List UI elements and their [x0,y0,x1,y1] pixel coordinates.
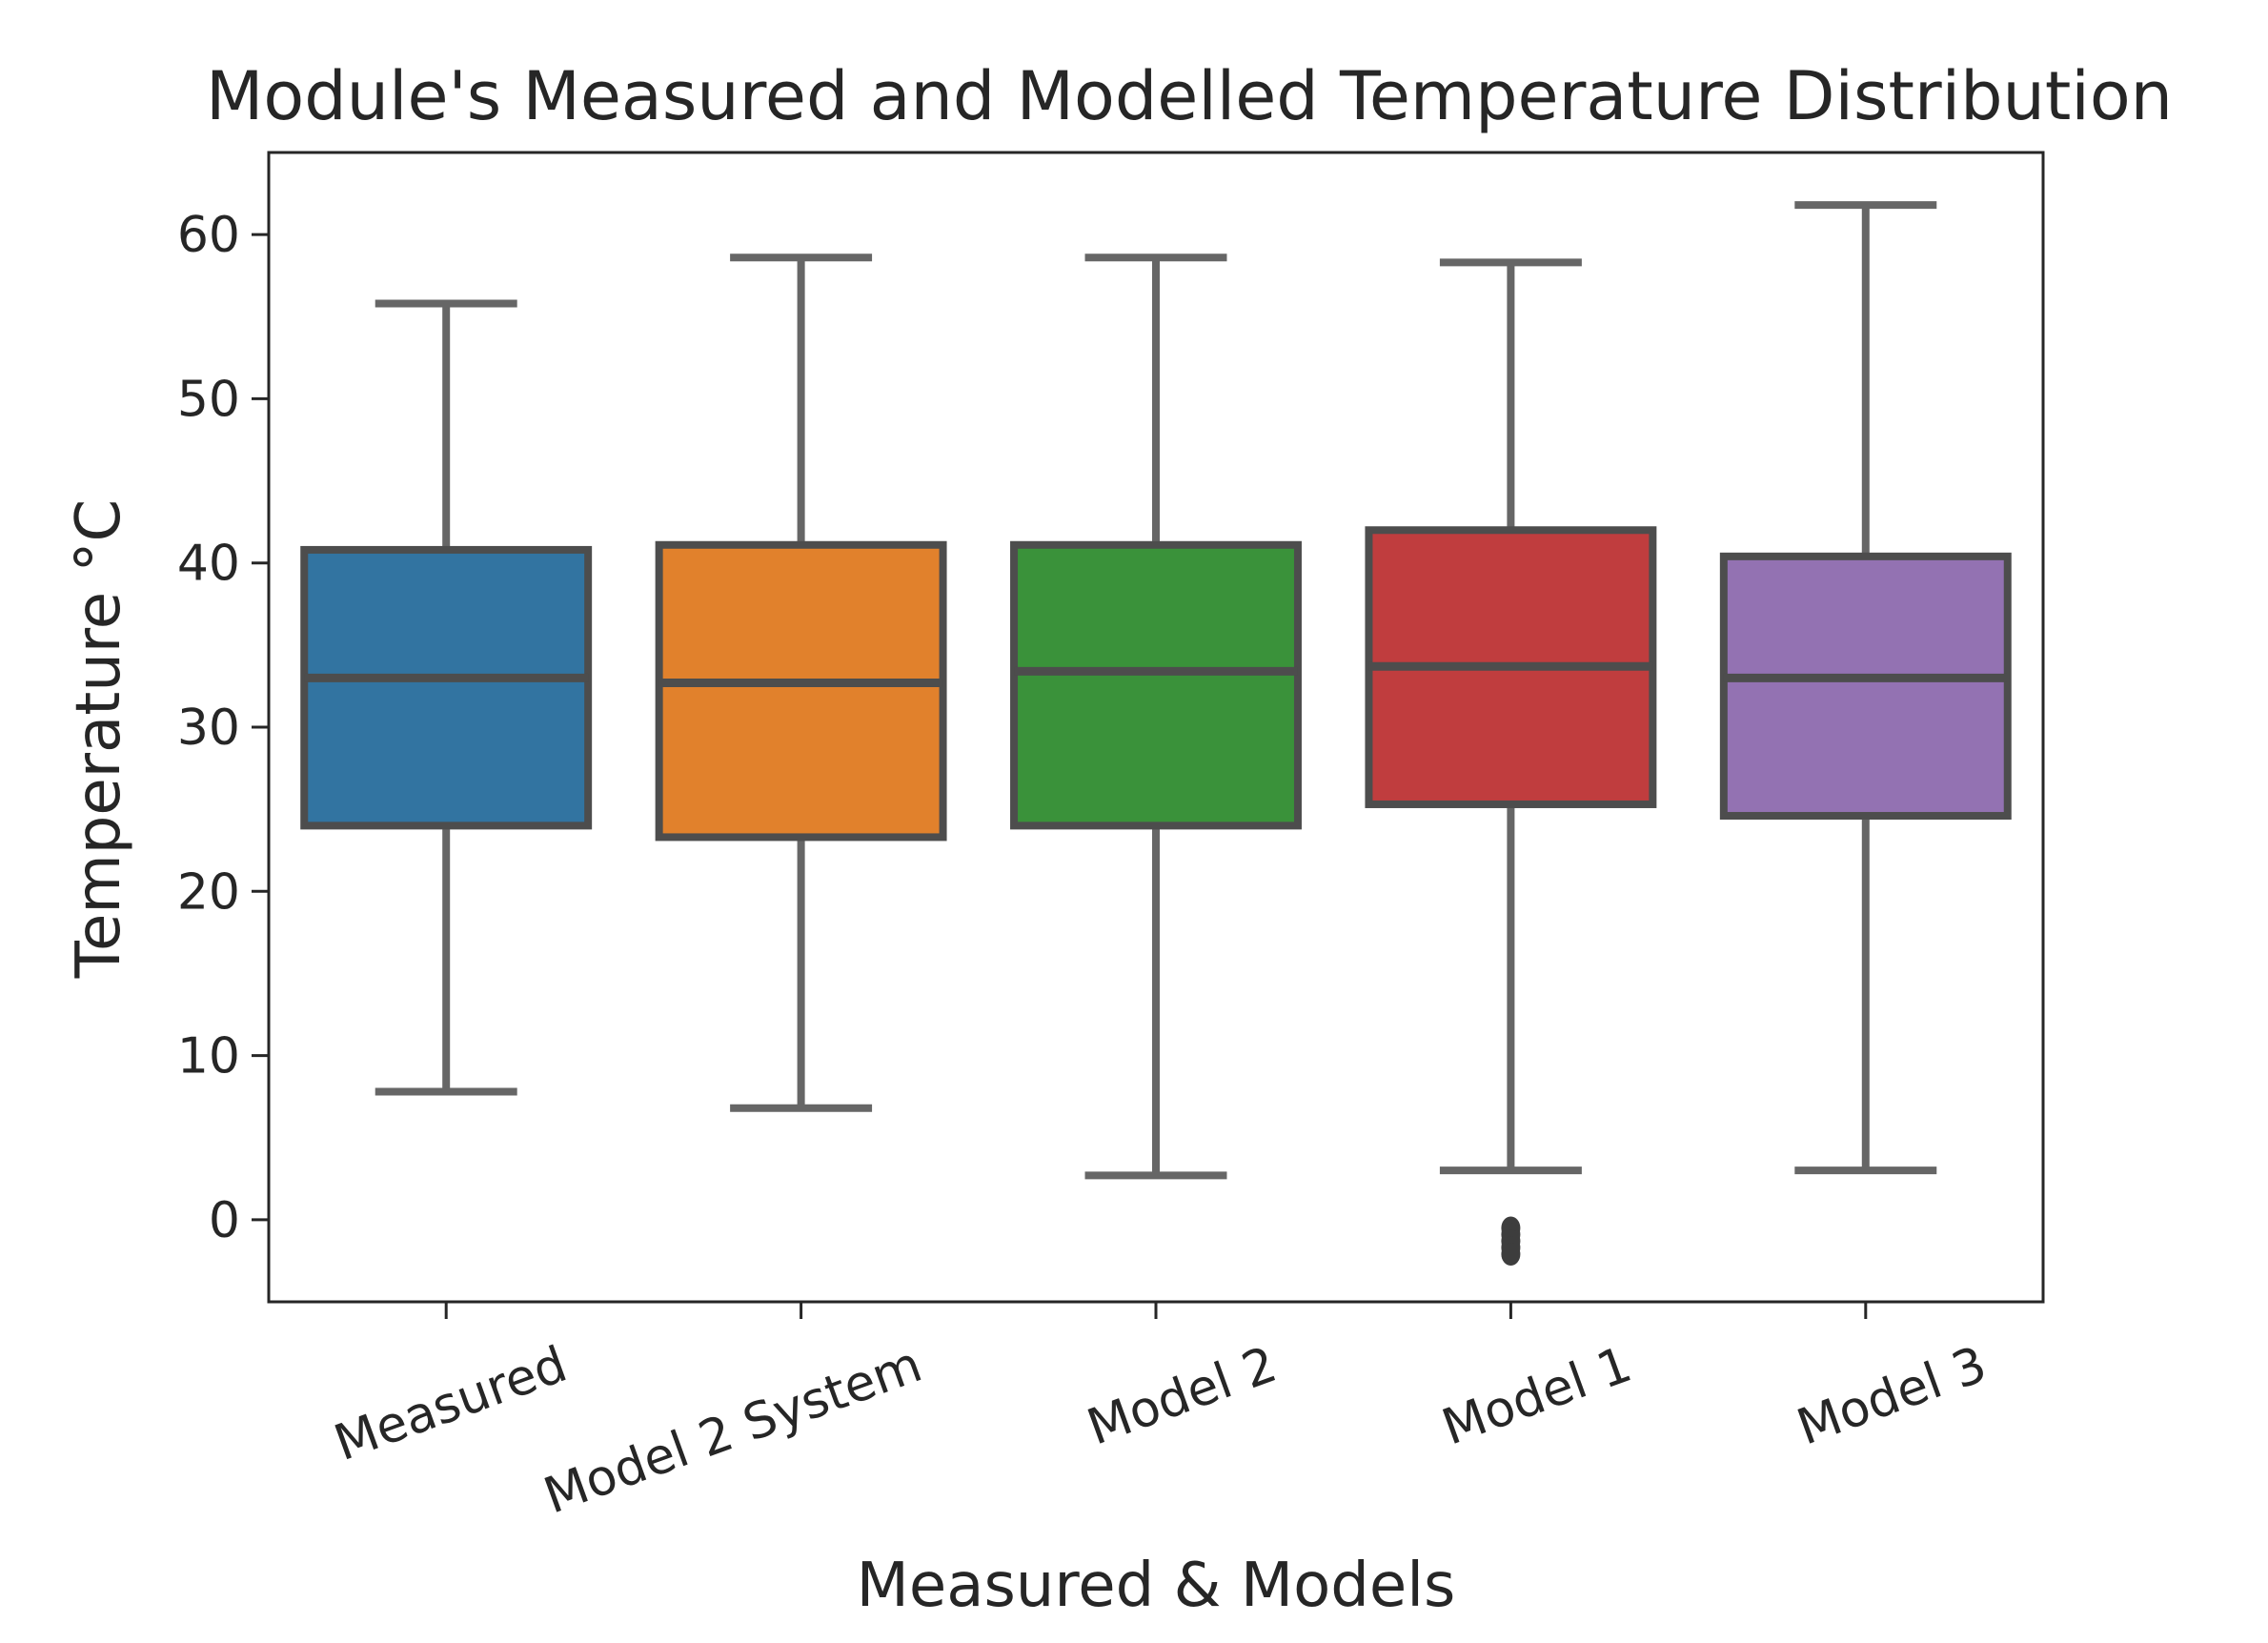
y-axis-title: Temperature °C [64,499,134,979]
y-tick-label: 40 [177,536,240,593]
box-iqr [300,545,593,830]
x-tick-label: Measured [327,1336,574,1472]
outlier-point [1501,1243,1521,1267]
y-tick-label: 50 [177,371,240,428]
box-group [1719,201,2012,1175]
plot-frame [267,151,2045,1304]
x-axis-title: Measured & Models [857,1551,1456,1621]
box-group [655,254,947,1112]
box-iqr [655,540,947,842]
y-tick-label: 10 [177,1028,240,1085]
y-tick-label: 30 [177,700,240,757]
x-tick-label: Model 3 [1790,1336,1994,1457]
box-group [300,299,593,1096]
x-tick-label: Model 2 [1081,1336,1285,1457]
box-iqr [1719,552,2012,821]
y-tick-label: 60 [177,207,240,264]
y-tick-label: 20 [177,863,240,921]
x-tick-label: Model 1 [1435,1336,1639,1457]
box-iqr [1010,540,1302,830]
y-axis: 0 10 20 30 40 50 60 [177,207,269,1249]
box-group [1365,258,1657,1267]
box-group [1010,254,1302,1180]
plot-area [300,201,2012,1267]
y-tick-label: 0 [209,1192,240,1249]
chart-title: Module's Measured and Modelled Temperatu… [206,57,2173,135]
x-tick-label: Model 2 System [537,1336,929,1526]
